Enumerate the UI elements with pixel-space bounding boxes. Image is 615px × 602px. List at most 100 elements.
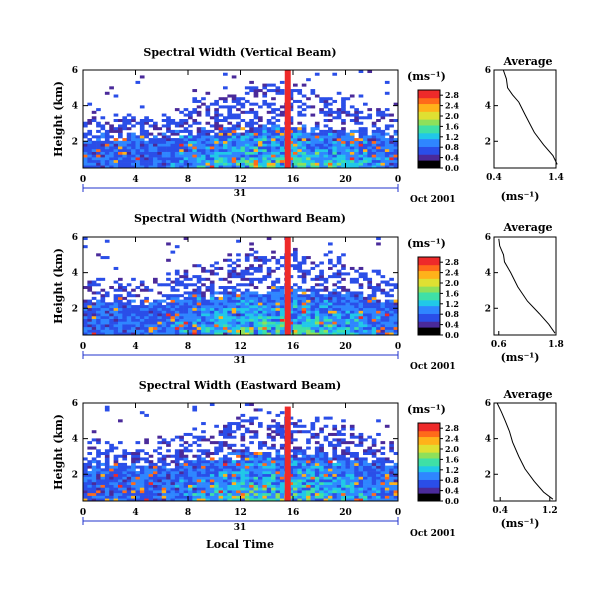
heatmap-cell [275, 498, 281, 502]
heatmap-cell [231, 315, 237, 319]
heatmap-cell [389, 288, 394, 292]
heatmap-cell [393, 462, 399, 466]
x-tick-label: 4 [132, 175, 138, 185]
heatmap-cell [223, 313, 228, 317]
heatmap-cell [288, 305, 294, 309]
heatmap-cell [183, 162, 189, 166]
heatmap-cell [297, 165, 303, 169]
heatmap-cell [301, 296, 307, 300]
heatmap-cell [157, 329, 163, 333]
heatmap-cell [371, 165, 377, 169]
heatmap-cell [205, 315, 211, 319]
heatmap-cell [319, 430, 324, 434]
heatmap-cell [336, 154, 342, 158]
heatmap-cell [218, 140, 224, 144]
heatmap-cell [306, 132, 311, 136]
heatmap-cell [196, 481, 202, 485]
heatmap-cell [196, 140, 202, 144]
heatmap-cell [258, 487, 263, 491]
heatmap-cell [218, 143, 224, 147]
colorbar-swatch [418, 103, 440, 106]
heatmap-cell [336, 326, 342, 330]
heatmap-cell [314, 302, 320, 306]
heatmap-cell [371, 332, 377, 336]
heatmap-cell [376, 283, 381, 287]
heatmap-cell [179, 484, 184, 488]
heatmap-cell [314, 307, 320, 311]
heatmap-cell [83, 305, 88, 309]
heatmap-cell [113, 146, 119, 150]
colorbar-swatch [418, 448, 440, 451]
heatmap-cell [139, 299, 145, 303]
colorbar-tick-label: 0.0 [445, 163, 459, 173]
heatmap-cell [170, 129, 176, 133]
heatmap-cell [297, 430, 303, 434]
heatmap-cell [144, 140, 149, 144]
heatmap-cell [288, 288, 294, 292]
heatmap-cell [301, 113, 307, 117]
heatmap-cell [157, 476, 163, 480]
heatmap-cell [271, 305, 276, 309]
heatmap-cell [354, 138, 359, 142]
heatmap-cell [262, 443, 268, 447]
heatmap-cell [236, 318, 241, 322]
heatmap-cell [336, 162, 342, 166]
heatmap-cell [293, 438, 298, 442]
y-tick-label: 4 [72, 102, 78, 112]
heatmap-cell [319, 110, 324, 114]
heatmap-cell [244, 86, 250, 90]
colorbar-swatch [418, 117, 440, 120]
heatmap-cell [135, 441, 141, 445]
heatmap-cell [354, 460, 359, 464]
heatmap-cell [170, 151, 176, 155]
heatmap-cell [341, 460, 346, 464]
heatmap-cell [358, 116, 364, 120]
heatmap-cell [376, 242, 381, 246]
heatmap-cell [100, 146, 106, 150]
heatmap-cell [253, 435, 259, 439]
heatmap-cell [389, 113, 394, 117]
colorbar-swatch [418, 305, 440, 309]
heatmap-cell [275, 413, 281, 417]
colorbar-tick-label: 2.8 [445, 423, 459, 433]
heatmap-cell [218, 324, 224, 328]
heatmap-cell [223, 487, 228, 491]
heatmap-cell [201, 318, 206, 322]
heatmap-cell [118, 498, 123, 502]
heatmap-cell [218, 165, 224, 169]
heatmap-cell [345, 332, 351, 336]
heatmap-cell [126, 299, 132, 303]
heatmap-cell [319, 135, 324, 139]
heatmap-cell [266, 424, 272, 428]
heatmap-cell [275, 422, 281, 426]
heatmap-cell [275, 151, 281, 155]
heatmap-cell [87, 119, 93, 123]
heatmap-cell [275, 449, 281, 453]
heatmap-cell [358, 321, 364, 325]
heatmap-cell [83, 310, 88, 314]
heatmap-cell [196, 305, 202, 309]
heatmap-cell [266, 266, 272, 270]
heatmap-cell [214, 127, 219, 131]
heatmap-cell [332, 299, 338, 303]
heatmap-cell [214, 108, 219, 112]
x-tick-label: 0 [80, 508, 86, 518]
heatmap-cell [135, 487, 141, 491]
heatmap-cell [91, 143, 97, 147]
heatmap-cell [104, 138, 110, 142]
heatmap-cell [363, 313, 368, 317]
heatmap-cell [183, 305, 189, 309]
heatmap-cell [349, 291, 355, 295]
colorbar-swatch [418, 458, 440, 461]
heatmap-cell [376, 498, 381, 502]
heatmap-cell [83, 302, 88, 306]
heatmap-cell [363, 332, 368, 336]
heatmap-cell [310, 143, 316, 147]
heatmap-cell [188, 151, 193, 155]
heatmap-cell [358, 165, 364, 169]
heatmap-cell [122, 165, 128, 169]
heatmap-cell [122, 288, 128, 292]
heatmap-cell [126, 138, 132, 142]
heatmap-cell [244, 288, 250, 292]
heatmap-cell [161, 310, 167, 314]
